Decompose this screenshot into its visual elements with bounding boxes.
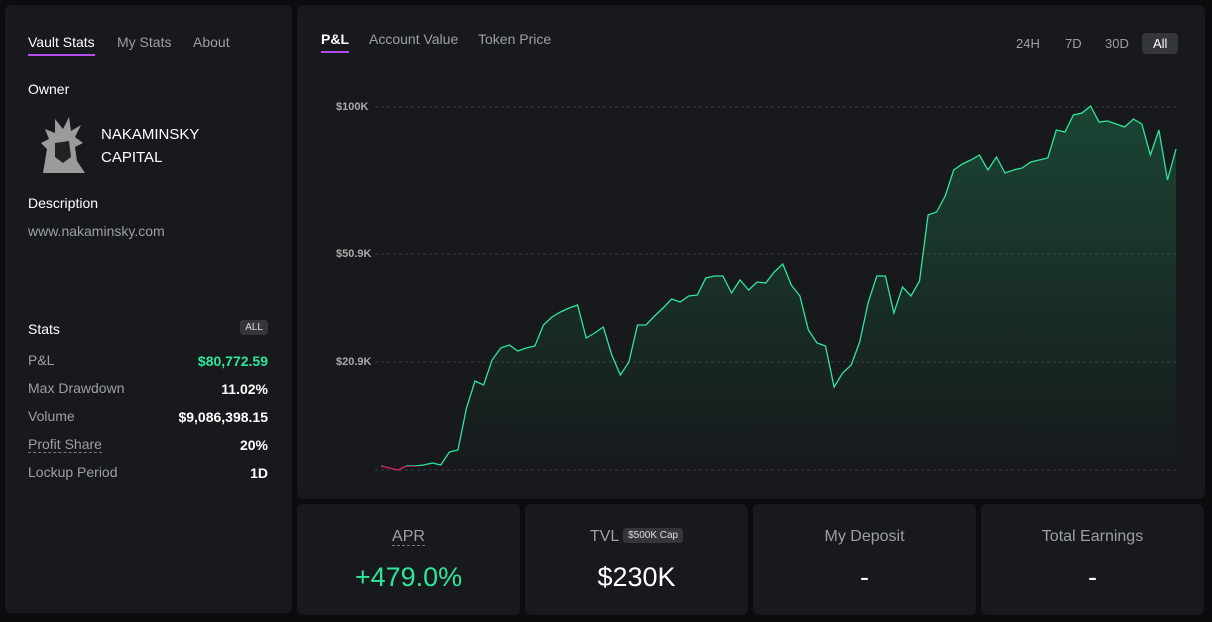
card-label: Total Earnings [1041, 528, 1144, 545]
stat-value: 20% [239, 437, 268, 453]
line [380, 104, 1177, 471]
owner-name[interactable]: NAKAMINSKY CAPITAL [101, 126, 200, 166]
tab[interactable]: My Stats [117, 34, 172, 50]
chart-panel: P&L Account Value Token Price 24H 7D 30D… [297, 5, 1205, 499]
tab[interactable]: About [193, 34, 230, 50]
chart-tab[interactable]: P&L [321, 31, 349, 53]
card: TVL $500K Cap $230K [525, 504, 748, 615]
stat-label: P&L [28, 352, 55, 368]
heading: Stats [28, 321, 60, 337]
stat-value: 1D [250, 465, 268, 481]
range-button[interactable]: 24H [1016, 36, 1040, 51]
filter[interactable]: ALL [240, 320, 268, 335]
stat-label: Volume [28, 408, 75, 424]
y-tick-label: $100K [336, 101, 368, 113]
card-label: APR [392, 528, 425, 546]
heading: Owner [28, 81, 70, 97]
stat-label: Max Drawdown [28, 380, 125, 396]
avatar [41, 117, 85, 173]
card-value: $230K [597, 562, 676, 592]
stat-label: Profit Share [28, 436, 102, 453]
description: www.nakaminsky.com [28, 223, 165, 239]
range-button[interactable]: 30D [1105, 36, 1129, 51]
card: APR +479.0% [297, 504, 520, 615]
chart-tab[interactable]: Account Value [369, 31, 459, 47]
stat-label: Lockup Period [28, 464, 118, 480]
range-button[interactable]: 7D [1065, 36, 1082, 51]
y-tick-label: $20.9K [336, 356, 372, 368]
card-value: +479.0% [354, 562, 463, 592]
card-label: TVL [589, 528, 619, 545]
card-value: - [860, 562, 869, 592]
tab[interactable]: Vault Stats [28, 34, 95, 56]
stat-value: $80,772.59 [197, 353, 268, 369]
chart: $20.9K $50.9K $100K [336, 101, 1177, 471]
area [381, 106, 1176, 470]
heading: Description [28, 195, 99, 211]
chart-tab[interactable]: Token Price [478, 31, 552, 47]
card-label: My Deposit [824, 528, 905, 545]
card: Total Earnings - [981, 504, 1204, 615]
sidebar: Vault Stats My Stats About Owner NAKAMIN… [5, 5, 292, 613]
y-tick-label: $50.9K [336, 248, 372, 260]
stat-value: $9,086,398.15 [178, 409, 268, 425]
card-value: - [1088, 562, 1097, 592]
stat-value: 11.02% [221, 381, 268, 397]
card-badge: $500K Cap [623, 528, 684, 543]
range-button[interactable]: All [1142, 33, 1179, 54]
card: My Deposit - [753, 504, 976, 615]
